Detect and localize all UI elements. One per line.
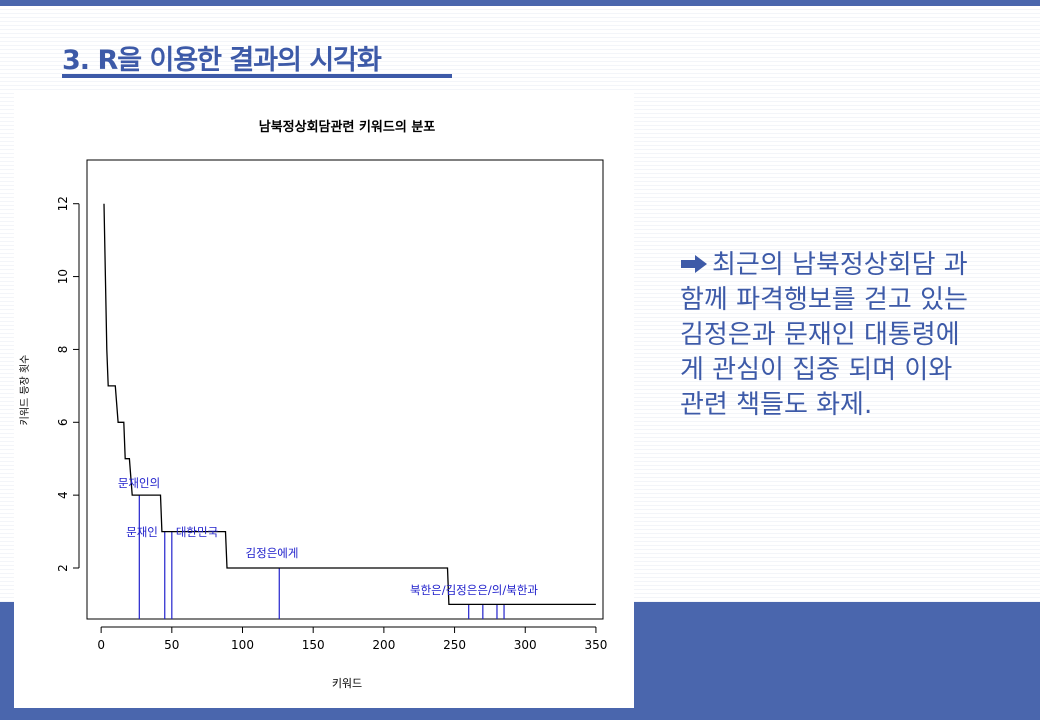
top-accent-bar <box>0 0 1040 6</box>
x-tick-label: 50 <box>164 638 179 652</box>
x-tick-label: 300 <box>514 638 537 652</box>
right-arrow-icon <box>681 255 707 273</box>
chart-panel: 남북정상회담관련 키워드의 분포 0 50 100 150 200 250 300 350 2… <box>14 90 634 708</box>
y-tick-label: 6 <box>56 418 70 426</box>
plot-frame <box>86 159 604 620</box>
y-tick-label: 4 <box>56 491 70 499</box>
chart-background <box>14 90 634 708</box>
annotation-lines <box>138 495 505 619</box>
y-axis: 2 4 6 8 10 12 <box>56 196 80 572</box>
annotation-label: 대한민국 <box>176 525 218 539</box>
y-tick-label: 8 <box>56 346 70 354</box>
annotation-label: 문재인의 <box>118 476 160 490</box>
annotation-label: 문재인 <box>126 525 158 539</box>
x-tick-label: 350 <box>584 638 607 652</box>
commentary-text-box: 최근의 남북정상회담 과 함께 파격행보를 걷고 있는 김정은과 문재인 대통령… <box>680 248 980 423</box>
annotation-label: 북한은/김정은은/의/북한과 <box>410 583 538 597</box>
y-axis-label: 키워드 등장 횟수 <box>18 355 31 426</box>
y-tick-label: 10 <box>56 269 70 284</box>
x-axis-label: 키워드 <box>332 677 362 690</box>
x-tick-label: 200 <box>372 638 395 652</box>
x-tick-label: 150 <box>302 638 325 652</box>
x-tick-label: 0 <box>97 638 105 652</box>
annotation-label: 김정은에게 <box>246 546 299 560</box>
x-axis: 0 50 100 150 200 250 300 350 <box>97 626 607 652</box>
commentary-text: 최근의 남북정상회담 과 함께 파격행보를 걷고 있는 김정은과 문재인 대통령… <box>680 250 968 420</box>
series-line <box>103 203 596 606</box>
keyword-distribution-chart: 남북정상회담관련 키워드의 분포 0 50 100 150 200 250 300 350 2… <box>14 90 634 708</box>
y-tick-label: 2 <box>56 564 70 572</box>
x-tick-label: 100 <box>231 638 254 652</box>
chart-title: 남북정상회담관련 키워드의 분포 <box>259 119 436 135</box>
x-tick-label: 250 <box>443 638 466 652</box>
y-tick-label: 12 <box>56 196 70 211</box>
title-underline <box>62 74 452 78</box>
slide-title: 3. R을 이용한 결과의 시각화 <box>62 45 382 76</box>
